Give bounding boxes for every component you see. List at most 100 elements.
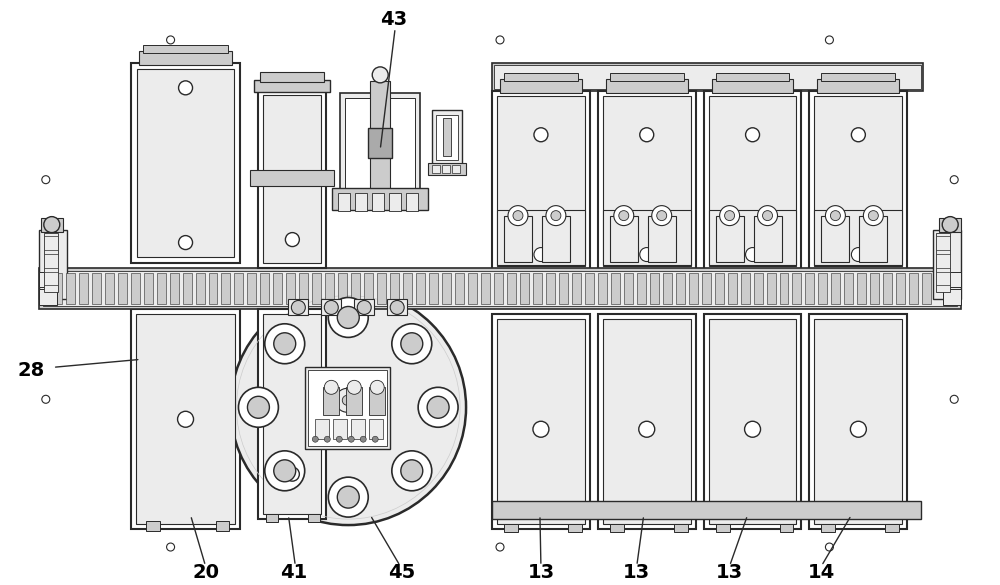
Circle shape (324, 436, 330, 442)
Bar (702, 273, 711, 304)
Circle shape (390, 301, 404, 315)
Bar (603, 209, 691, 264)
Bar (497, 319, 585, 524)
Bar (859, 216, 887, 261)
Circle shape (851, 128, 865, 142)
Circle shape (42, 395, 50, 403)
Circle shape (42, 176, 50, 184)
Bar (345, 98, 415, 188)
Bar (943, 290, 961, 305)
Circle shape (533, 421, 549, 437)
Bar (308, 514, 320, 522)
Bar (792, 273, 801, 304)
Bar (131, 309, 240, 529)
Bar (821, 216, 849, 261)
Bar (504, 216, 532, 261)
Bar (250, 170, 334, 185)
Bar (741, 273, 750, 304)
Bar (368, 128, 392, 158)
Bar (258, 90, 326, 267)
Text: 14: 14 (808, 563, 835, 583)
Bar (288, 300, 308, 315)
Circle shape (337, 486, 359, 508)
Bar (542, 216, 570, 261)
Bar (676, 273, 685, 304)
Bar (403, 273, 412, 304)
Circle shape (285, 233, 299, 246)
Bar (143, 45, 228, 53)
Circle shape (825, 543, 833, 551)
Circle shape (551, 211, 561, 221)
Circle shape (725, 211, 735, 221)
Bar (610, 216, 638, 261)
Bar (139, 51, 232, 65)
Bar (406, 192, 418, 211)
Circle shape (357, 301, 371, 315)
Bar (689, 273, 698, 304)
Circle shape (247, 396, 269, 418)
Bar (494, 273, 503, 304)
Bar (533, 273, 542, 304)
Bar (247, 273, 256, 304)
Bar (254, 80, 330, 92)
Circle shape (274, 460, 296, 482)
Bar (105, 273, 114, 304)
Circle shape (508, 206, 528, 226)
Polygon shape (29, 18, 971, 566)
Bar (209, 273, 217, 304)
Bar (716, 524, 730, 532)
Bar (146, 521, 160, 531)
Bar (704, 315, 801, 529)
Bar (728, 273, 737, 304)
Bar (598, 91, 696, 270)
Circle shape (328, 298, 368, 338)
Circle shape (496, 36, 504, 44)
Circle shape (830, 211, 840, 221)
Bar (610, 73, 684, 81)
Circle shape (640, 247, 654, 261)
Bar (754, 273, 763, 304)
Bar (387, 300, 407, 315)
Bar (896, 273, 905, 304)
Bar (389, 192, 401, 211)
Bar (716, 73, 789, 81)
Bar (606, 79, 688, 93)
Bar (338, 273, 347, 304)
Bar (305, 367, 390, 449)
Bar (637, 273, 646, 304)
Text: 13: 13 (716, 563, 743, 583)
Circle shape (850, 421, 866, 437)
Bar (933, 229, 961, 300)
Text: 13: 13 (623, 563, 650, 583)
Bar (428, 163, 466, 175)
Circle shape (496, 543, 504, 551)
Circle shape (418, 387, 458, 427)
Bar (857, 273, 866, 304)
Bar (809, 91, 907, 270)
Bar (497, 96, 585, 266)
Circle shape (312, 436, 318, 442)
Bar (351, 419, 365, 439)
Bar (611, 273, 620, 304)
Circle shape (830, 74, 836, 80)
Bar (922, 273, 931, 304)
Bar (546, 273, 555, 304)
Bar (299, 273, 308, 304)
Circle shape (265, 451, 305, 491)
Bar (260, 273, 269, 304)
Bar (805, 273, 814, 304)
Bar (831, 273, 840, 304)
Bar (144, 273, 153, 304)
Bar (315, 419, 329, 439)
Bar (273, 273, 282, 304)
Circle shape (619, 211, 629, 221)
Circle shape (328, 477, 368, 517)
Bar (507, 273, 516, 304)
Circle shape (513, 211, 523, 221)
Bar (939, 218, 961, 232)
Circle shape (370, 380, 384, 394)
Bar (909, 273, 918, 304)
Bar (39, 267, 961, 309)
Bar (312, 273, 321, 304)
Bar (704, 91, 801, 270)
